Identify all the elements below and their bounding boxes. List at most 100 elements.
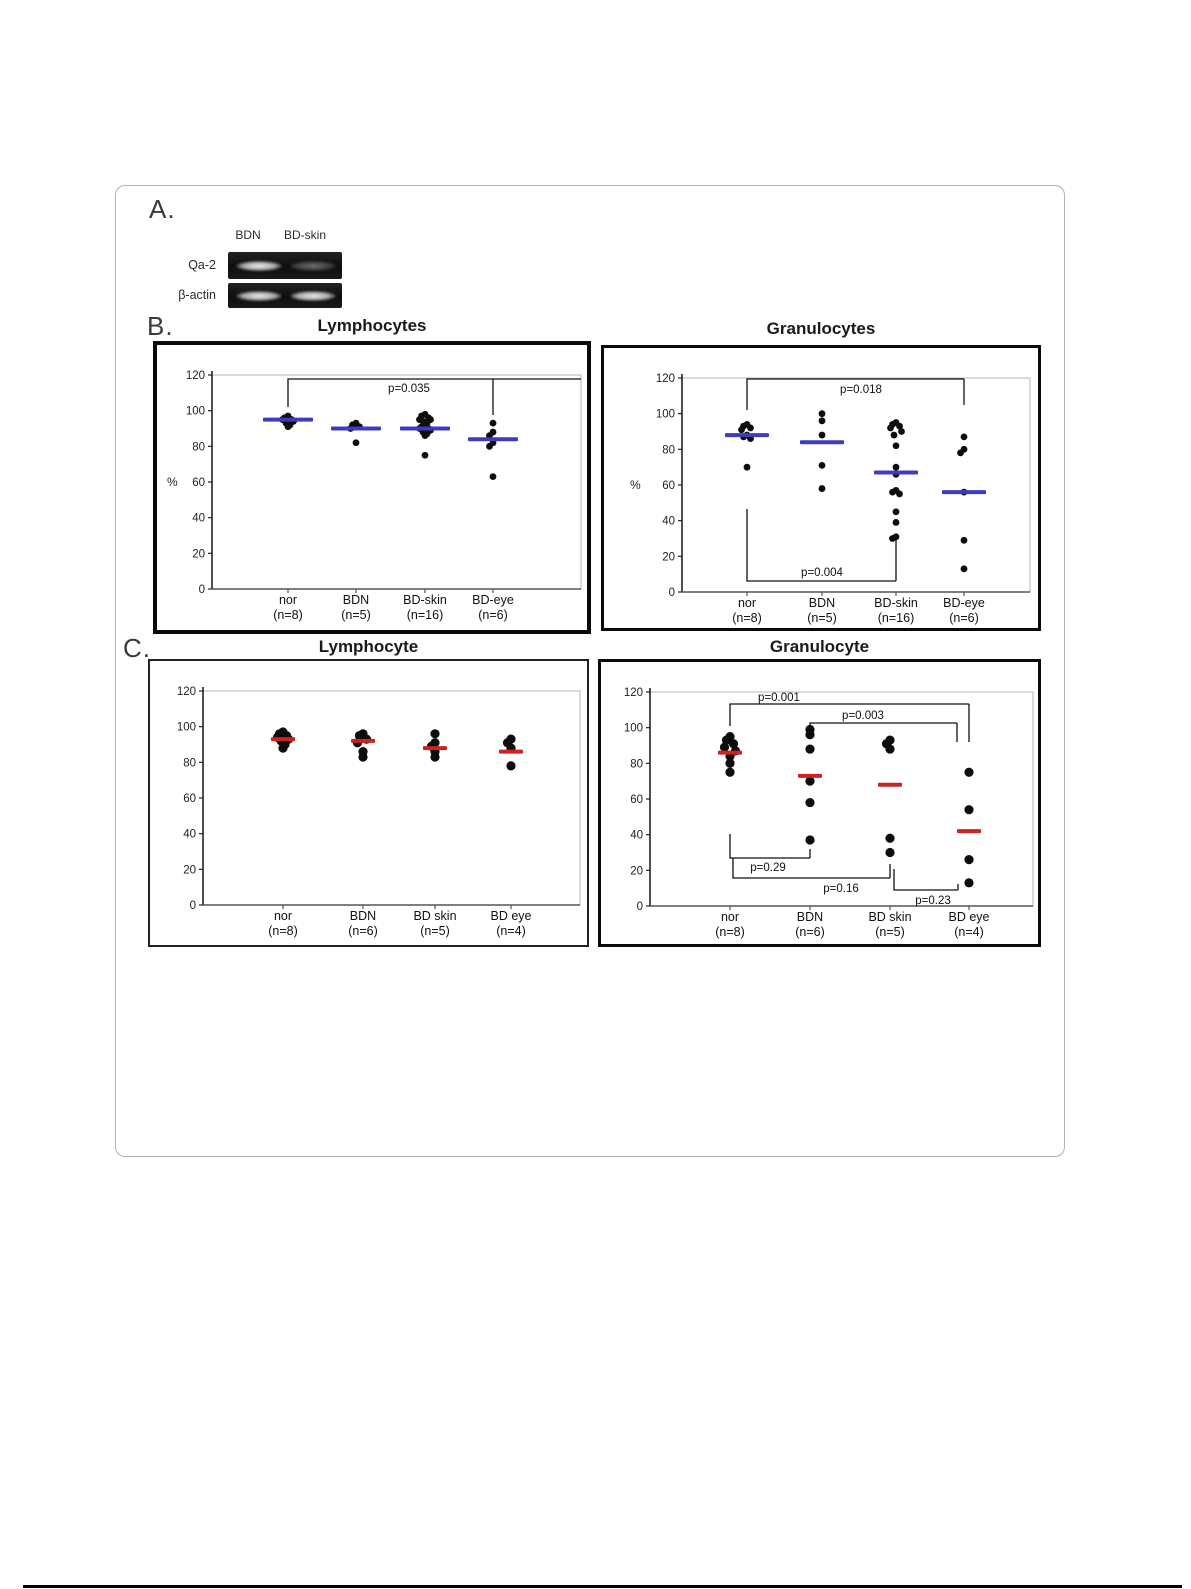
panel-a-label: A. (149, 194, 176, 224)
y-tick-label: 80 (630, 758, 643, 770)
median-marker (351, 738, 375, 743)
category-n-label: (n=4) (496, 924, 526, 938)
p-value-label: p=0.004 (801, 567, 843, 579)
data-point (964, 855, 974, 865)
y-tick-label: 40 (630, 830, 643, 842)
category-n-label: (n=8) (732, 611, 762, 625)
gel-band-strong (236, 260, 282, 271)
median-marker (725, 433, 769, 438)
y-tick-label: 60 (630, 794, 643, 806)
data-point (889, 488, 896, 496)
y-tick-label: 40 (183, 829, 196, 841)
data-point (818, 431, 826, 439)
data-point (354, 730, 365, 741)
plot-frame (211, 374, 582, 590)
chart-b-granulocytes: 0 20 40 60 80 100 120% nor (n=8) BDN (n=5) BD-skin(… (601, 345, 1041, 631)
plot-frame (202, 690, 581, 906)
gel-row-label-qa2: Qa-2 (188, 258, 216, 272)
data-point (890, 431, 898, 439)
chart-svg-b-granulocytes: 020406080100120%nor(n=8)BDN(n=5)BD-skin(… (630, 373, 1031, 625)
y-tick-label: 60 (662, 480, 675, 492)
page-bottom-rule (23, 1585, 1182, 1588)
data-point (889, 535, 896, 542)
y-tick-label: 20 (183, 864, 196, 876)
data-point (885, 744, 895, 754)
gel-band-strong (236, 290, 282, 301)
significance-bracket (729, 834, 811, 859)
y-tick-label: 120 (656, 373, 675, 385)
y-tick-label: 20 (192, 548, 205, 560)
data-point (892, 463, 900, 471)
p-value-label: p=0.001 (758, 692, 800, 704)
data-point (430, 729, 440, 739)
category-label: nor (279, 593, 297, 607)
p-value-label: p=0.003 (842, 710, 884, 722)
median-marker (942, 490, 986, 495)
chart-title-b-lymphocytes: Lymphocytes (317, 316, 427, 335)
chart-c-lymphocyte: 0 20 40 60 80 100 120 nor (n=8) BDN (n=6) BD skin (n… (148, 659, 589, 947)
data-point (818, 410, 826, 418)
significance-bracket (809, 722, 958, 742)
data-point (805, 797, 815, 808)
data-point (430, 752, 440, 762)
significance-bracket (893, 869, 959, 891)
category-label: BDN (797, 910, 823, 924)
gel-row-label-bactin: β-actin (178, 288, 216, 302)
median-marker (800, 440, 844, 445)
category-label: BD-eye (472, 593, 514, 607)
data-point (284, 423, 292, 431)
y-tick-label: 0 (637, 901, 643, 913)
data-point (352, 439, 360, 447)
median-marker (798, 773, 822, 778)
category-label: nor (274, 909, 292, 923)
y-tick-label: 100 (177, 722, 196, 734)
data-point (887, 424, 894, 432)
category-n-label: (n=5) (807, 611, 837, 625)
median-marker (263, 417, 313, 422)
panel-b-label: B. (147, 311, 174, 341)
data-point (818, 485, 826, 492)
data-point (421, 451, 429, 459)
y-tick-label: 0 (190, 900, 196, 912)
median-marker (423, 746, 447, 751)
data-point (960, 565, 968, 573)
category-n-label: (n=8) (268, 924, 298, 938)
category-n-label: (n=16) (878, 611, 914, 625)
median-marker (271, 737, 295, 742)
significance-bracket (732, 858, 891, 879)
data-point (725, 767, 735, 777)
chart-b-lymphocytes: 0 20 40 60 80 100 120% nor (n=8) BDN (n=5) BD-skin(… (153, 341, 591, 634)
y-tick-label: 20 (662, 551, 675, 563)
median-marker (468, 437, 518, 442)
y-tick-label: 80 (662, 444, 675, 456)
y-tick-label: 60 (183, 793, 196, 805)
category-n-label: (n=4) (954, 925, 984, 939)
median-marker (400, 426, 450, 431)
category-n-label: (n=16) (407, 608, 443, 622)
y-tick-label: 120 (624, 687, 643, 699)
data-point (738, 426, 745, 434)
data-point (278, 743, 288, 753)
category-n-label: (n=8) (273, 608, 303, 622)
category-label: BDN (350, 909, 376, 923)
median-marker (957, 829, 981, 834)
data-point (964, 767, 974, 777)
p-value-label: p=0.23 (915, 895, 951, 907)
data-point (489, 473, 497, 481)
category-n-label: (n=5) (341, 608, 371, 622)
median-marker (331, 426, 381, 431)
chart-title-c-lymphocyte: Lymphocyte (318, 637, 419, 656)
data-point (721, 735, 732, 745)
figure-box: A. BDN BD-skin Qa-2 β-actin B. Lymphocyt… (115, 185, 1065, 1157)
data-point (818, 461, 826, 469)
significance-bracket (746, 509, 897, 582)
category-label: nor (721, 910, 739, 924)
median-marker (874, 470, 918, 475)
median-marker (499, 749, 523, 754)
gel-strip (228, 283, 342, 308)
y-tick-label: 100 (656, 409, 675, 421)
y-tick-label: 0 (199, 584, 205, 596)
y-axis-label: % (630, 478, 641, 492)
category-n-label: (n=6) (478, 608, 508, 622)
